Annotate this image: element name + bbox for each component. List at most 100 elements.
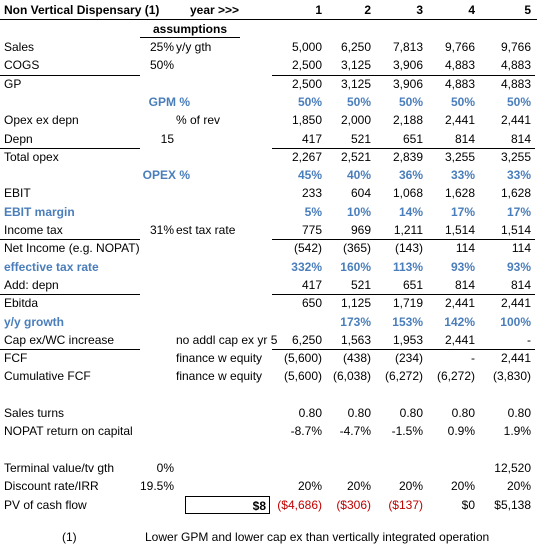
year-header: 1 [315,3,322,17]
value-cell: 114 [511,241,531,256]
footnote-text: Lower GPM and lower cap ex than vertical… [145,529,490,544]
value-cell: 3,906 [392,58,423,73]
value-cell: 100% [500,314,531,329]
value-cell: 0.80 [298,406,322,420]
value-cell: $0 [461,497,475,512]
cell-border [0,147,140,149]
value-cell: 5% [304,204,322,219]
value-cell: ($306) [336,497,371,512]
value-cell: 0.80 [347,406,371,420]
value-cell: 9,766 [444,40,475,54]
value-cell: 4,883 [500,76,531,91]
value-cell: 50% [297,94,322,109]
row-label: GPM % [148,94,190,109]
row-label: Cumulative FCF [4,369,91,384]
value-cell: 2,521 [340,149,371,164]
value-cell: 17% [450,204,475,219]
cell-border [0,239,140,241]
row-label: FCF [4,351,28,366]
value-cell: 2,441 [500,113,531,128]
value-cell: 1,628 [500,186,531,201]
value-cell: 651 [402,131,423,146]
value-cell: (5,600) [283,351,322,366]
value-cell: 814 [510,131,531,146]
value-cell: 2,441 [500,296,531,311]
value-cell: 1.9% [503,424,531,439]
value-cell: 604 [350,186,371,201]
row-label: Sales turns [4,406,65,420]
value-cell: 2,441 [500,351,531,366]
row-label: Ebitda [4,296,39,311]
value-cell: (5,600) [283,369,322,384]
value-cell: 3,125 [340,76,371,91]
row-label: PV of cash flow [4,497,87,512]
npv-cell: $8 [185,495,270,514]
value-cell: (542) [293,241,322,256]
cell-border [0,294,140,296]
value-cell: 814 [454,131,475,146]
year-header: 4 [468,3,475,17]
value-cell: 1,850 [291,113,322,128]
row-label: Cap ex/WC increase [4,332,115,347]
value-cell: 6,250 [291,332,322,347]
value-cell: 10% [346,204,371,219]
value-cell: $5,138 [494,497,531,512]
value-cell: 2,188 [392,113,423,128]
value-cell: 1,514 [500,223,531,237]
value-cell: 33% [506,168,531,183]
value-cell: 50% [450,94,475,109]
row-label: EBIT [4,186,31,201]
sheet-title: Non Vertical Dispensary (1) [4,3,160,17]
row-label: Depn [4,131,33,146]
assumption-value: 19.5% [139,479,174,494]
assumptions-label: assumptions [152,22,227,36]
assumption-note: finance w equity [176,351,263,366]
value-cell: (6,272) [384,369,423,384]
value-cell: (143) [394,241,423,256]
value-cell: 36% [398,168,423,183]
value-cell: 1,125 [340,296,371,311]
value-cell: (438) [342,351,371,366]
value-cell: 4,883 [444,76,475,91]
value-cell: -1.5% [391,424,423,439]
value-cell: 1,953 [392,332,423,347]
cell-border [272,294,535,296]
row-label: Net Income (e.g. NOPAT) [4,241,140,256]
assumption-note: finance w equity [176,369,263,384]
value-cell: 2,441 [444,332,475,347]
value-cell: 2,000 [340,113,371,128]
assumption-note: est tax rate [176,223,236,237]
value-cell: 0.80 [507,406,531,420]
value-cell: 1,211 [393,223,423,237]
value-cell: 4,883 [500,58,531,73]
value-cell: - [471,351,475,366]
cell-border [0,19,537,20]
value-cell: 50% [398,94,423,109]
year-header: 3 [416,3,423,17]
cell-border [272,239,535,241]
value-cell: 3,255 [444,149,475,164]
value-cell: 7,813 [392,40,423,54]
value-cell: 775 [301,223,322,237]
value-cell: 6,250 [340,40,371,54]
value-cell: 20% [398,479,423,494]
value-cell: ($4,686) [277,497,322,512]
value-cell: 17% [506,204,531,219]
value-cell: 3,906 [392,76,423,91]
value-cell: 1,514 [444,223,475,237]
row-label: GP [4,76,22,91]
value-cell: 114 [455,241,475,256]
value-cell: 12,520 [494,460,531,475]
cell-border [272,147,535,149]
value-cell: 521 [350,131,371,146]
assumption-note: % of rev [176,113,221,128]
value-cell: 1,628 [444,186,475,201]
value-cell: 50% [506,94,531,109]
value-cell: 20% [346,479,371,494]
value-cell: 2,441 [444,113,475,128]
row-label: Income tax [4,223,63,237]
value-cell: 0.80 [399,406,423,420]
value-cell: 3,255 [500,149,531,164]
value-cell: 20% [450,479,475,494]
value-cell: 50% [346,94,371,109]
